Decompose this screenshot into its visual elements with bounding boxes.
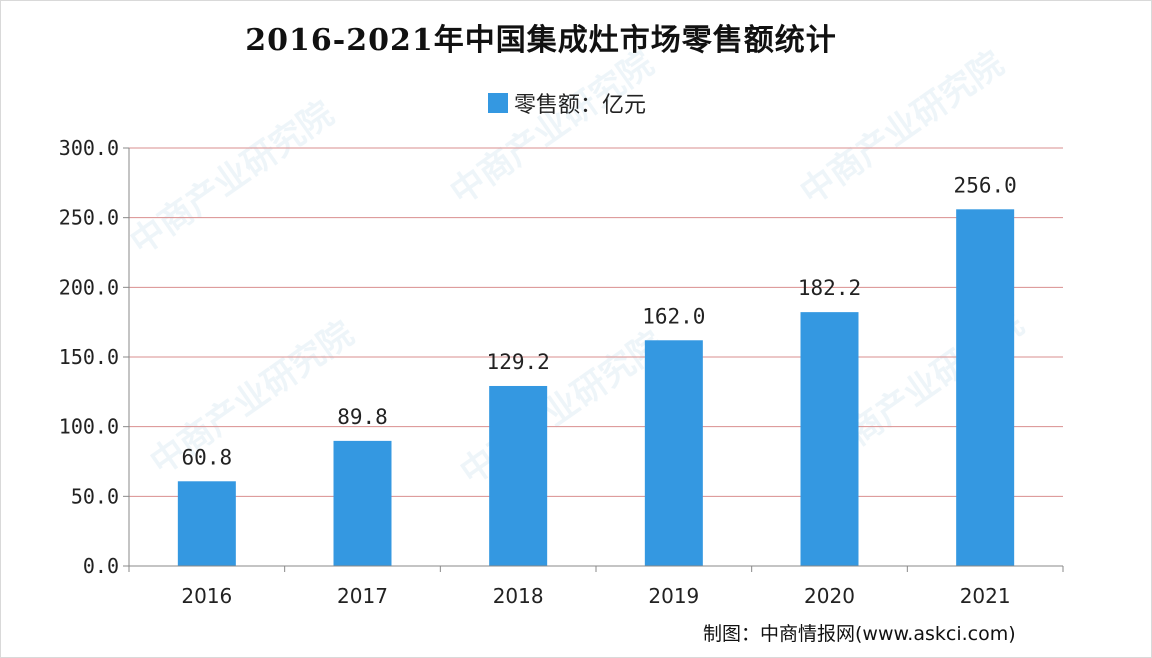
x-tick-label: 2021 bbox=[960, 584, 1011, 608]
x-tick-label: 2017 bbox=[337, 584, 388, 608]
y-tick-label: 300.0 bbox=[59, 136, 119, 160]
legend-label: 零售额：亿元 bbox=[514, 93, 647, 118]
source-credit: 制图：中商情报网(www.askci.com) bbox=[703, 623, 1016, 645]
bars bbox=[177, 209, 1015, 566]
x-tick-label: 2016 bbox=[181, 584, 232, 608]
y-tick-label: 0.0 bbox=[83, 554, 119, 578]
bar-2021 bbox=[956, 209, 1015, 566]
x-tick-label: 2018 bbox=[493, 584, 544, 608]
data-label: 256.0 bbox=[954, 173, 1017, 197]
legend-swatch bbox=[488, 93, 508, 113]
y-tick-label: 150.0 bbox=[59, 345, 119, 369]
labels: 0.0 50.0 100.0 150.0 200.0 250.0 300.0 2016 60.8… bbox=[59, 136, 1017, 608]
data-label: 60.8 bbox=[182, 445, 233, 469]
data-label: 89.8 bbox=[337, 405, 388, 429]
data-label: 162.0 bbox=[642, 304, 705, 328]
bar-2020 bbox=[800, 312, 859, 566]
gridlines bbox=[129, 147, 1063, 497]
data-label: 129.2 bbox=[487, 350, 550, 374]
y-tick-label: 100.0 bbox=[59, 415, 119, 439]
x-tick-label: 2019 bbox=[648, 584, 699, 608]
bar-2018 bbox=[489, 385, 548, 566]
chart-title: 2016-2021年中国集成灶市场零售额统计 bbox=[245, 23, 837, 58]
y-tick-label: 50.0 bbox=[71, 484, 119, 508]
y-tick-label: 200.0 bbox=[59, 275, 119, 299]
data-label: 182.2 bbox=[798, 276, 861, 300]
y-tick-label: 250.0 bbox=[59, 206, 119, 230]
x-tick-label: 2020 bbox=[804, 584, 855, 608]
bar-2016 bbox=[177, 481, 236, 566]
axes bbox=[123, 147, 1064, 572]
bar-2017 bbox=[333, 440, 392, 566]
chart-legend: 零售额：亿元 bbox=[488, 87, 646, 119]
bar-2019 bbox=[644, 340, 703, 566]
